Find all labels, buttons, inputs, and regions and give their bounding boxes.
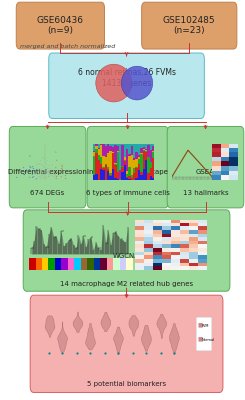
Text: GSE60436
(n=9): GSE60436 (n=9) bbox=[37, 16, 84, 35]
FancyBboxPatch shape bbox=[142, 2, 237, 49]
Text: WGCNA



14 macrophage M2 related hub genes: WGCNA 14 macrophage M2 related hub genes bbox=[60, 252, 193, 286]
Ellipse shape bbox=[121, 66, 153, 100]
FancyBboxPatch shape bbox=[167, 126, 244, 208]
Text: Immune cell landscape


6 types of immune cells: Immune cell landscape 6 types of immune … bbox=[86, 169, 170, 196]
FancyBboxPatch shape bbox=[49, 53, 204, 118]
FancyBboxPatch shape bbox=[87, 126, 168, 208]
Text: GSE102485
(n=23): GSE102485 (n=23) bbox=[163, 16, 216, 35]
Text: Differential expression


674 DEGs: Differential expression 674 DEGs bbox=[8, 169, 87, 196]
Text: 5 potential biomarkers: 5 potential biomarkers bbox=[87, 346, 166, 387]
Text: GSEA


13 hallmarks: GSEA 13 hallmarks bbox=[183, 169, 228, 196]
FancyBboxPatch shape bbox=[9, 126, 86, 208]
FancyBboxPatch shape bbox=[30, 295, 223, 392]
Text: 6 normal retinas,26 FVMs
14132 genes: 6 normal retinas,26 FVMs 14132 genes bbox=[78, 68, 176, 88]
FancyBboxPatch shape bbox=[23, 210, 230, 291]
Text: merged and batch normalized: merged and batch normalized bbox=[20, 44, 115, 49]
Ellipse shape bbox=[96, 64, 132, 102]
FancyBboxPatch shape bbox=[16, 2, 105, 49]
